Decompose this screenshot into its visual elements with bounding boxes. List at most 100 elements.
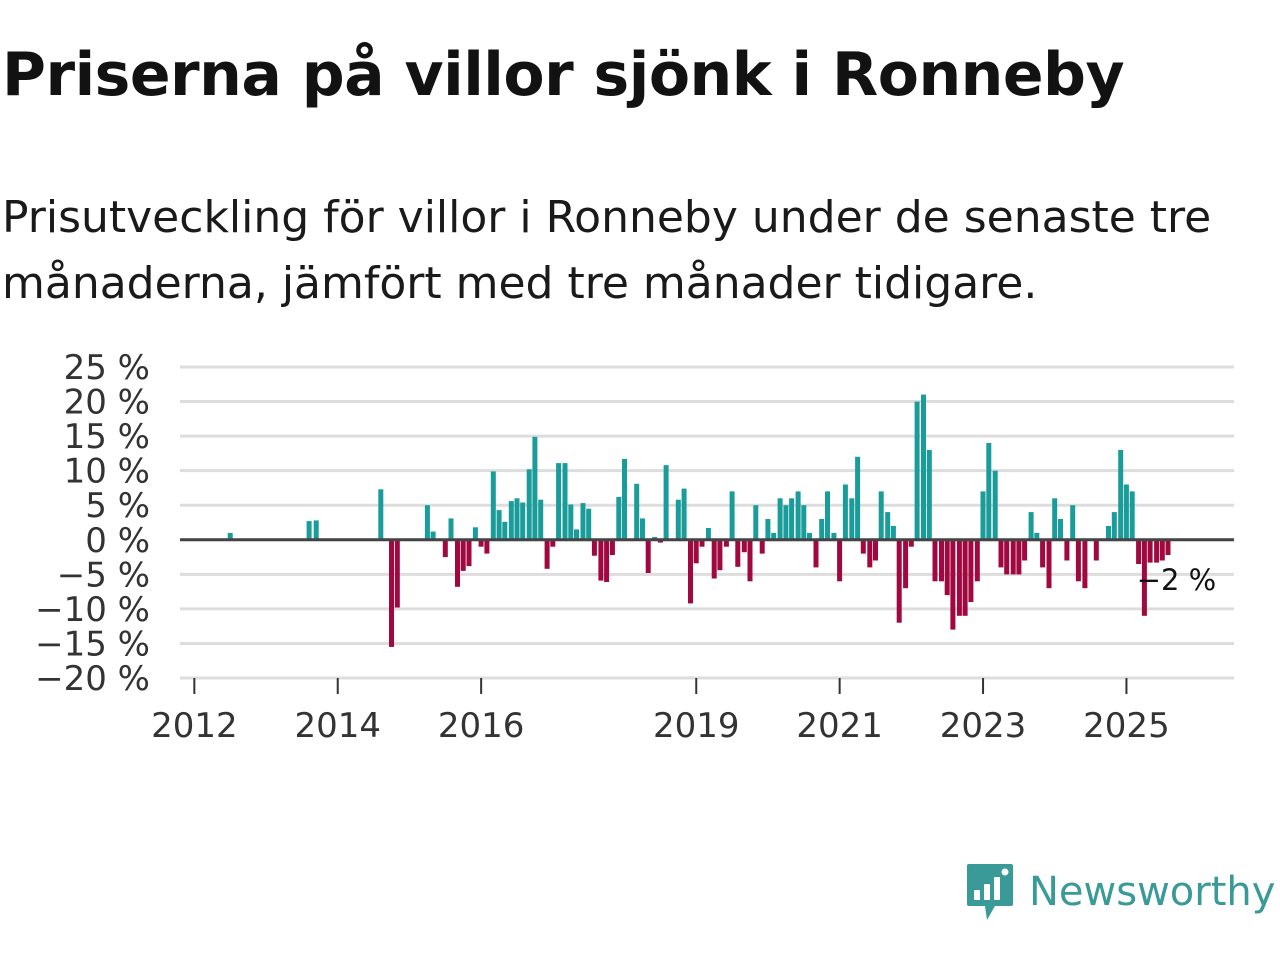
bar <box>878 491 884 540</box>
y-tick-label: −15 % <box>35 624 150 664</box>
bar <box>663 465 669 540</box>
bar <box>1111 512 1117 540</box>
y-tick-label: −10 % <box>35 590 150 630</box>
bar <box>771 532 777 540</box>
bar <box>1082 539 1088 589</box>
bar <box>1075 539 1081 582</box>
bar <box>699 539 705 547</box>
bar <box>484 539 490 554</box>
y-axis-ticks: 25 %20 %15 %10 %5 %0 %−5 %−10 %−15 %−20 … <box>35 348 150 699</box>
bar <box>783 505 789 540</box>
bar <box>313 520 319 540</box>
bar <box>998 539 1004 568</box>
bar <box>1004 539 1010 575</box>
bars <box>227 394 1171 647</box>
bar <box>1123 484 1129 540</box>
gridlines <box>180 365 1234 680</box>
bar <box>1159 539 1165 561</box>
bar <box>1129 491 1135 540</box>
x-tick-label: 2012 <box>151 706 238 746</box>
bar <box>705 528 711 540</box>
bar <box>478 539 484 547</box>
y-tick-label: 0 % <box>85 521 150 561</box>
bar <box>598 539 604 581</box>
x-tick-label: 2016 <box>438 706 525 746</box>
bar <box>765 519 771 540</box>
bar <box>962 539 968 616</box>
bar <box>640 518 645 540</box>
bar <box>502 521 508 540</box>
bar <box>227 532 233 540</box>
bar <box>1147 539 1153 563</box>
bar <box>819 519 825 540</box>
bar <box>455 539 460 587</box>
newsworthy-logo: Newsworthy <box>965 862 1275 922</box>
bar <box>394 539 400 608</box>
x-tick-label: 2019 <box>653 706 740 746</box>
page-title: Priserna på villor sjönk i Ronneby <box>2 40 1125 110</box>
bar <box>1165 539 1171 555</box>
bar <box>831 532 837 540</box>
bar <box>747 539 753 582</box>
bar <box>634 483 640 540</box>
bar <box>873 539 878 561</box>
chart-subtitle: Prisutveckling för villor i Ronneby unde… <box>2 192 1212 309</box>
bar <box>448 518 454 540</box>
y-tick-label: 15 % <box>64 417 150 457</box>
bar <box>306 521 312 540</box>
bar <box>939 539 944 582</box>
bar <box>490 471 496 540</box>
bar <box>890 526 896 540</box>
bar <box>921 394 926 540</box>
bar <box>1010 539 1016 575</box>
bar <box>675 499 681 540</box>
bar <box>591 539 597 556</box>
bar <box>1136 539 1142 564</box>
x-axis: 2012 2014 2016 2019 2021 2023 2025 <box>151 677 1234 746</box>
x-tick-label: 2025 <box>1083 706 1170 746</box>
bar <box>604 539 610 582</box>
last-value-label: −2 % <box>1137 563 1217 597</box>
bar <box>908 539 914 547</box>
bar <box>568 504 574 540</box>
bar <box>1154 539 1160 563</box>
bar <box>807 532 812 540</box>
bar <box>466 539 472 567</box>
bar <box>855 456 861 540</box>
bar <box>729 491 735 540</box>
bar <box>992 470 998 540</box>
bar <box>896 539 902 623</box>
bar <box>825 491 830 540</box>
bar <box>914 401 920 540</box>
y-tick-label: 20 % <box>64 383 150 423</box>
bar <box>378 489 384 540</box>
bar <box>550 539 556 547</box>
bar <box>460 539 466 571</box>
bar <box>1028 512 1034 540</box>
bar <box>1141 539 1147 616</box>
bar <box>1093 539 1099 561</box>
bar <box>795 491 801 540</box>
bar <box>622 458 627 540</box>
bar <box>1016 539 1022 575</box>
bar <box>424 505 430 540</box>
brand-name: Newsworthy <box>1029 869 1276 915</box>
bar <box>472 527 478 540</box>
bar <box>759 539 765 554</box>
bar <box>586 508 592 540</box>
x-tick-label: 2021 <box>796 706 883 746</box>
bar <box>1118 449 1124 540</box>
bar <box>741 539 747 553</box>
bar <box>1070 505 1076 540</box>
bar <box>442 539 448 558</box>
annotations: −2 % <box>1137 563 1217 597</box>
bar <box>860 539 866 554</box>
bar <box>932 539 938 582</box>
bar <box>753 505 759 540</box>
bar <box>580 503 586 540</box>
y-tick-label: 5 % <box>85 486 150 526</box>
bar <box>562 463 568 540</box>
bar <box>574 529 579 540</box>
bar <box>556 463 562 540</box>
bar <box>538 499 544 540</box>
